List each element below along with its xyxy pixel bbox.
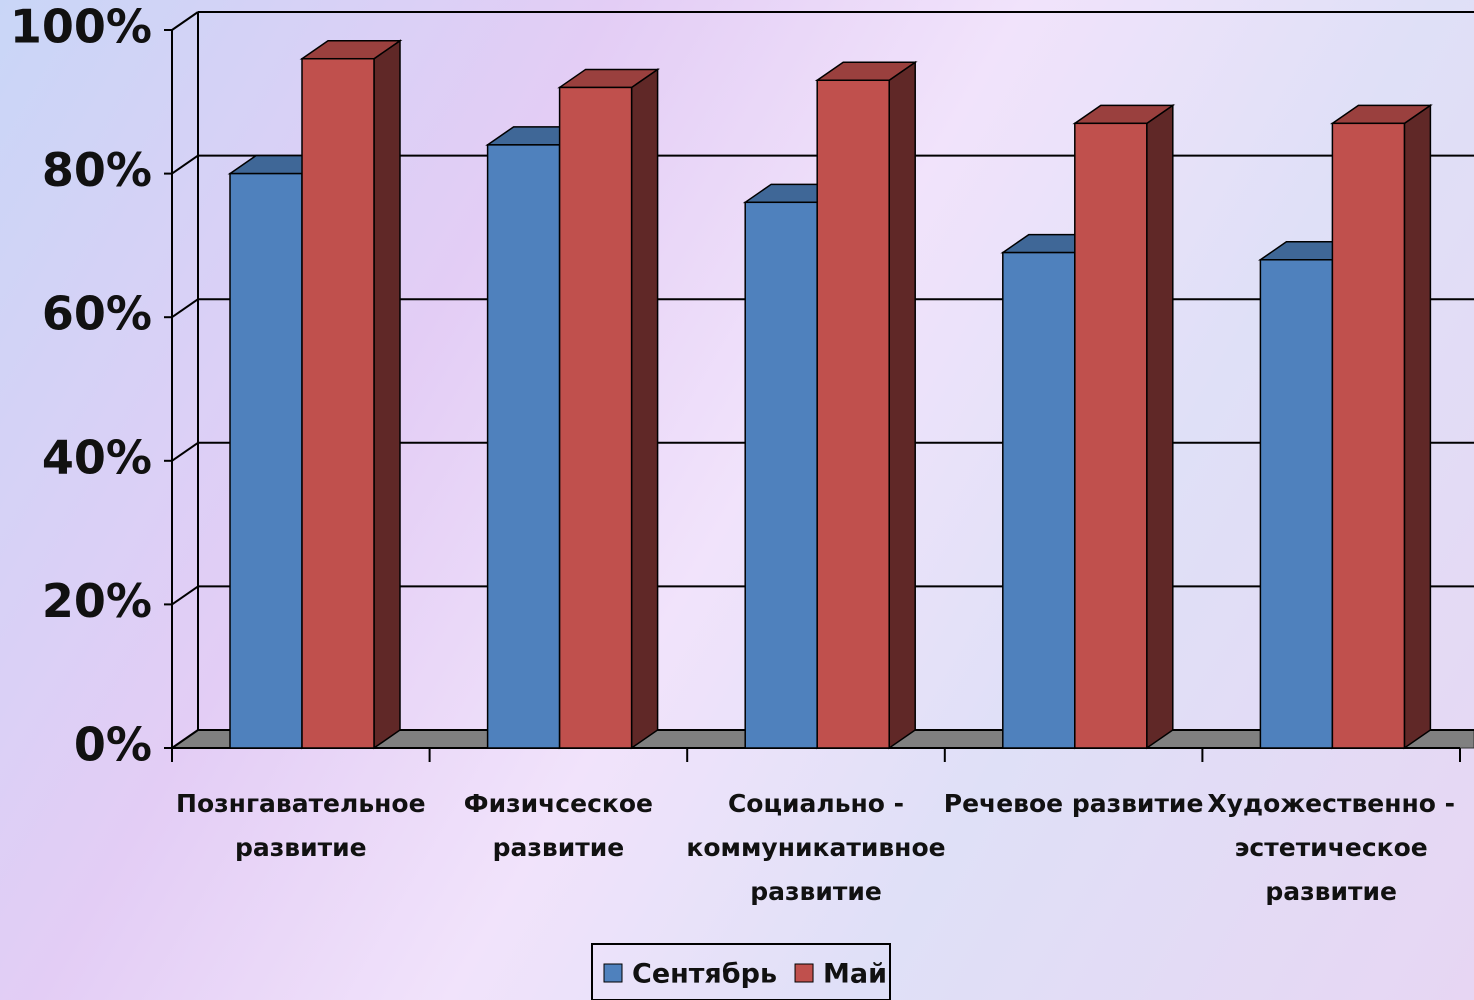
legend-label: Май [823,959,887,990]
grid-line-side [171,11,199,31]
bar [1259,259,1334,749]
y-tick-label: 20% [42,574,152,628]
grid-line-side [171,154,199,175]
legend-swatch [603,963,623,983]
grid-line-side [171,585,199,606]
bar [558,86,633,749]
bar [301,57,375,749]
bar [486,144,561,749]
bar [229,172,303,749]
legend-box [591,943,891,1000]
y-tick-label: 40% [42,430,152,484]
bar [1002,251,1076,749]
bar [816,79,890,749]
bar [1331,122,1406,749]
bar-side [630,68,659,750]
legend-label: Сентябрь [632,959,777,990]
x-tick-label: Социально - коммуникативное развитие [686,789,946,906]
x-tick-label: Познгавательное развитие [176,789,426,862]
bar-side [1146,103,1174,750]
bar [1074,122,1148,749]
grid-line-side [171,298,199,319]
grid-line-side [171,729,199,749]
x-tick-label: Речевое развитие [943,789,1204,818]
bar-side [888,60,916,750]
y-tick-label: 60% [42,287,152,341]
x-tick-label: Физичсеское развитие [463,789,653,862]
legend-swatch [794,963,814,983]
y-tick-label: 100% [10,0,152,54]
x-tick-label: Художественно - эстетическое развитие [1207,789,1456,906]
bar-side [1403,103,1432,750]
y-tick-label: 0% [74,718,152,772]
bar-side [373,39,401,750]
bar [744,201,818,749]
y-tick-label: 80% [42,143,152,197]
grid-line-side [171,441,199,462]
